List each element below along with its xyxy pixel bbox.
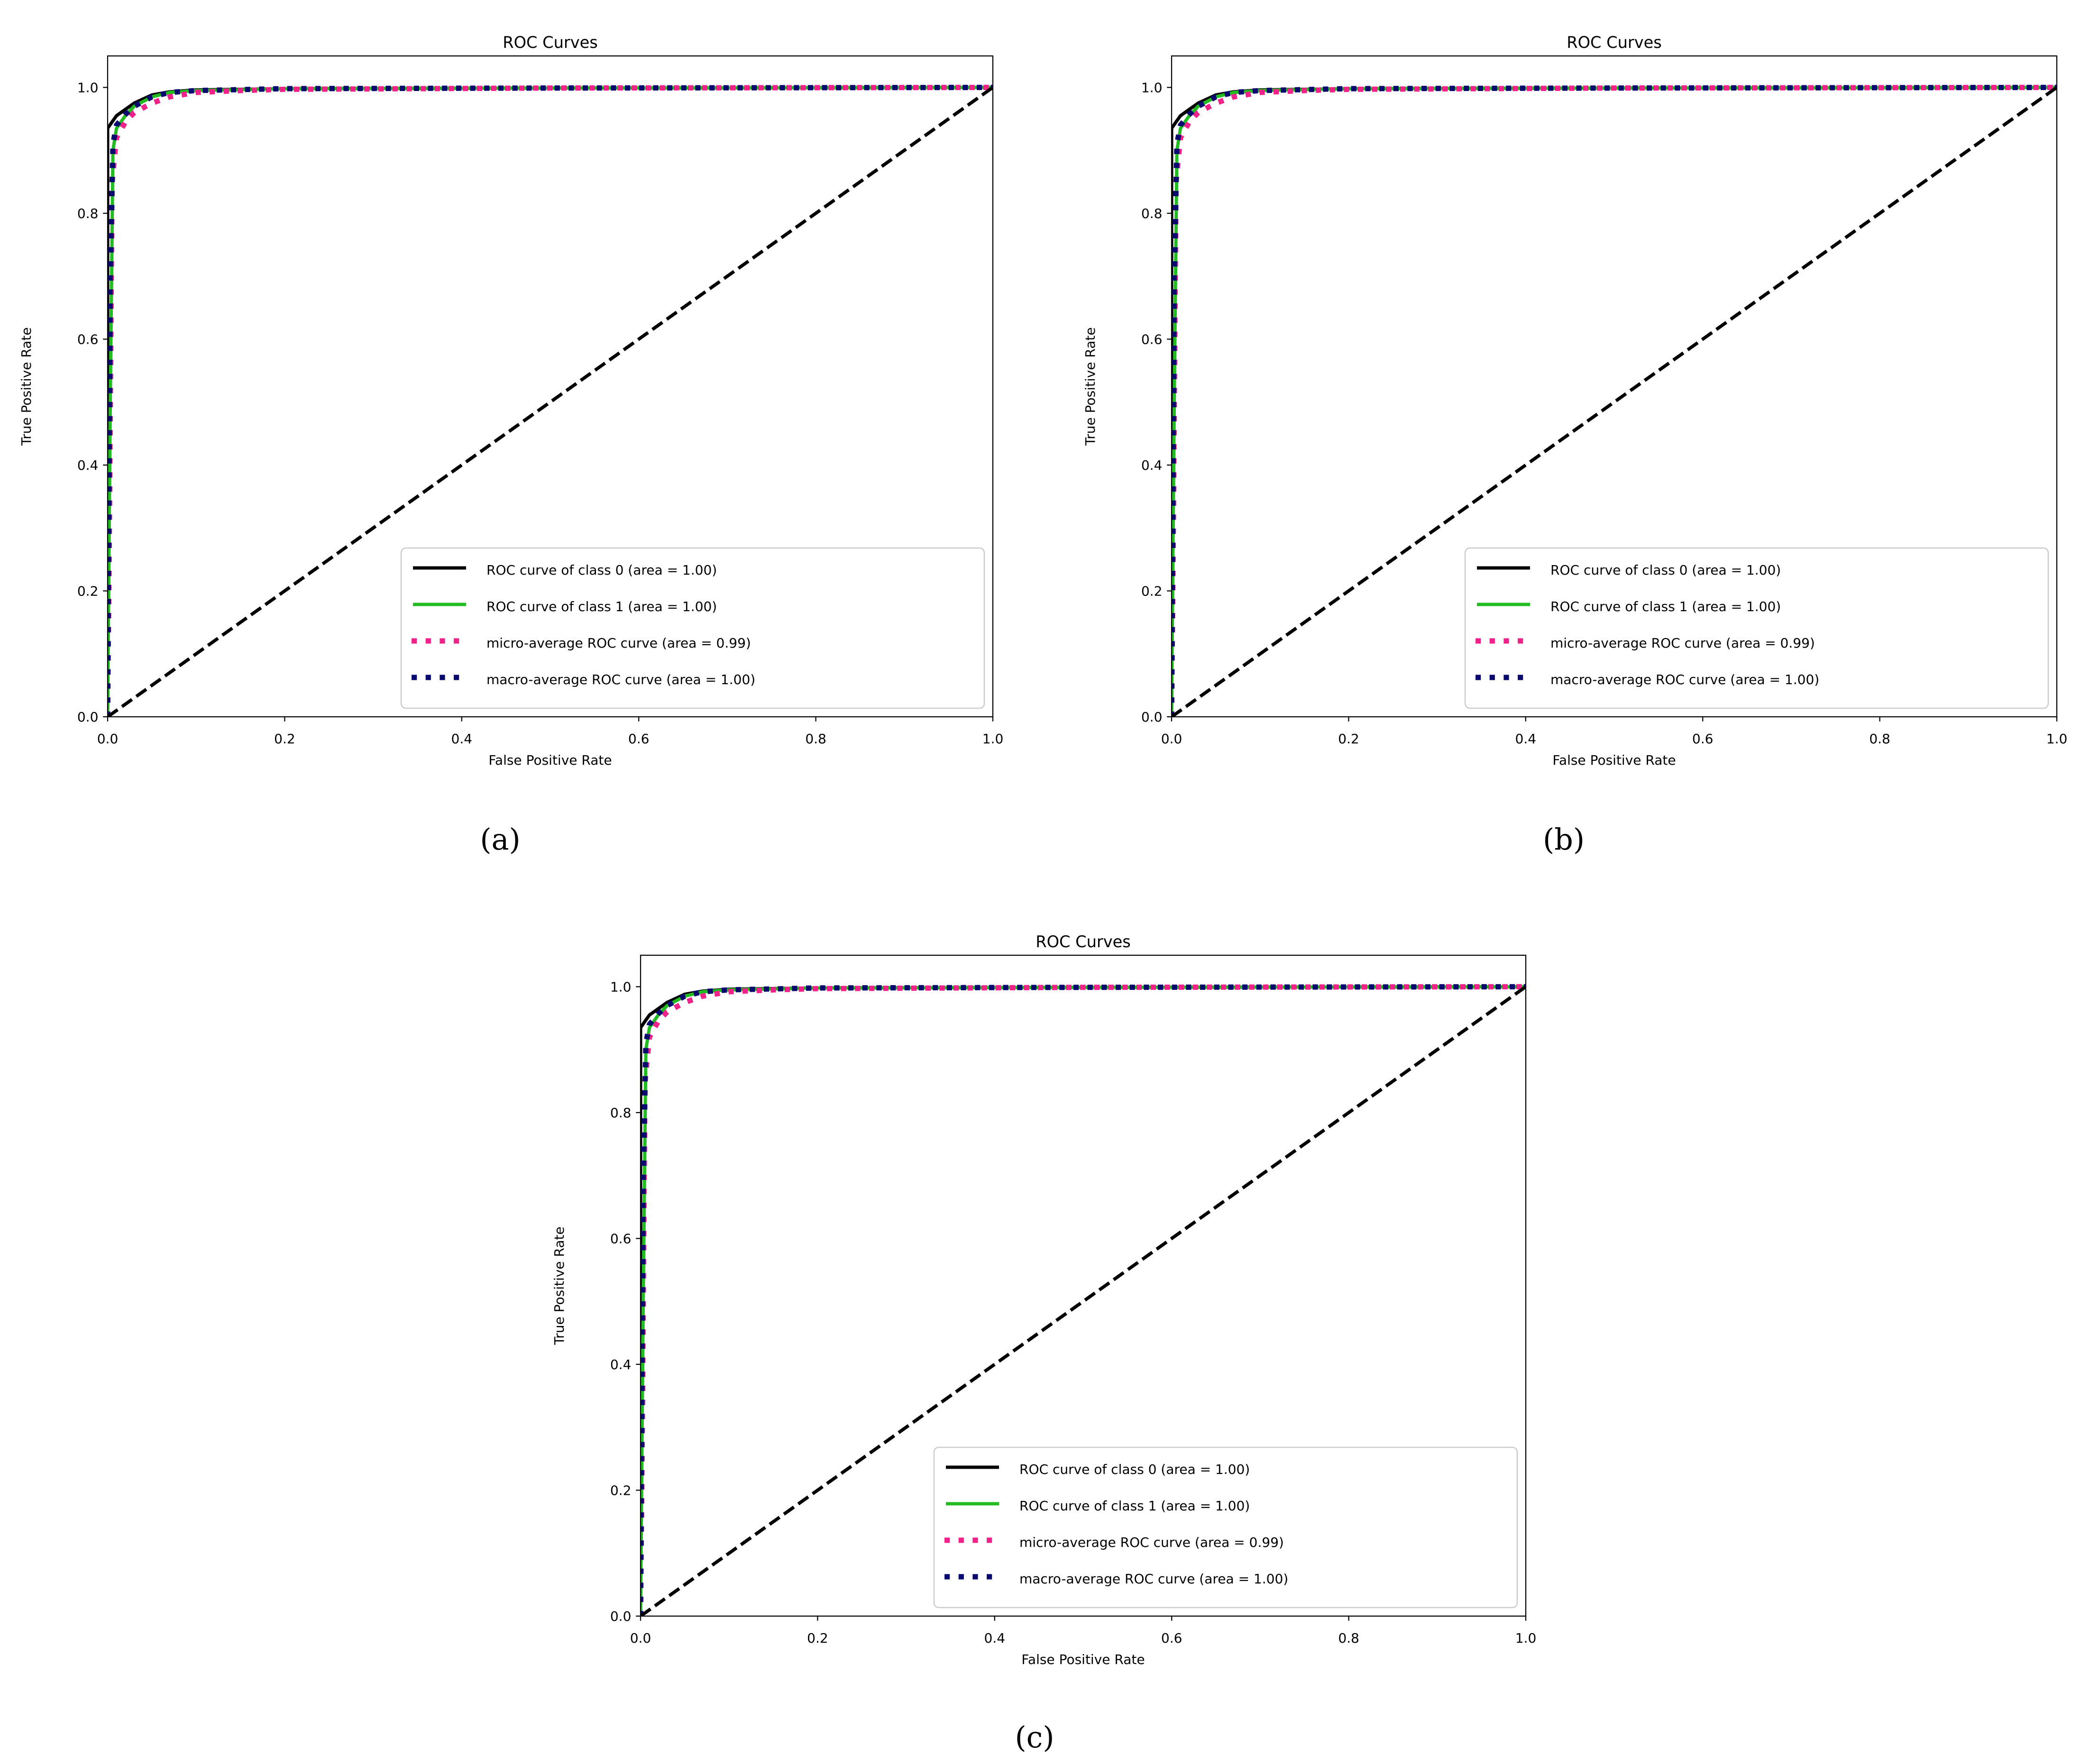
x-tick-label: 0.4	[1515, 731, 1537, 747]
axes-frame	[107, 55, 994, 718]
x-tick-label: 0.4	[984, 1630, 1006, 1646]
x-tick-label: 1.0	[2046, 731, 2068, 747]
y-axis-label: True Positive Rate	[551, 1226, 567, 1345]
panel-a-caption: (a)	[480, 822, 520, 857]
x-tick-label: 0.8	[805, 731, 826, 747]
legend-label: ROC curve of class 1 (area = 1.00)	[1019, 1498, 1250, 1514]
x-tick-label: 0.0	[97, 731, 119, 747]
x-tick-label: 0.2	[807, 1630, 828, 1646]
y-axis-label: True Positive Rate	[1082, 327, 1098, 446]
y-tick-label: 0.0	[77, 709, 99, 725]
y-tick-label: 0.6	[610, 1231, 632, 1247]
chart-title: ROC Curves	[503, 33, 597, 52]
y-tick-label: 0.6	[77, 332, 99, 347]
panel-c: 0.0 0.2 0.4 0.6 0.8 1.0 0.0 0.2 0.4 0.6 0.8 1.0 ROC …	[551, 932, 1536, 1667]
legend-label: micro-average ROC curve (area = 0.99)	[1550, 635, 1815, 651]
y-tick-label: 1.0	[77, 80, 99, 95]
legend-box	[400, 547, 985, 709]
chart-title: ROC Curves	[1036, 932, 1130, 951]
y-tick-label: 0.8	[610, 1105, 632, 1121]
y-tick-label: 0.4	[610, 1357, 632, 1372]
x-tick-label: 0.6	[1692, 731, 1714, 747]
legend-label: macro-average ROC curve (area = 1.00)	[486, 672, 755, 687]
y-tick-label: 0.2	[610, 1483, 632, 1499]
legend-label: ROC curve of class 1 (area = 1.00)	[486, 599, 717, 614]
x-tick-label: 0.8	[1869, 731, 1890, 747]
legend-label: ROC curve of class 0 (area = 1.00)	[486, 562, 717, 578]
series-group	[641, 984, 1526, 1616]
series-group	[1172, 84, 2057, 717]
chance-diagonal-line	[108, 86, 993, 717]
y-axis-label: True Positive Rate	[18, 327, 34, 446]
y-tick-label: 1.0	[1141, 80, 1163, 95]
x-tick-label: 1.0	[1515, 1630, 1537, 1646]
y-tick-label: 0.2	[77, 584, 99, 599]
legend-box	[933, 1446, 1518, 1609]
y-tick-label: 1.0	[610, 979, 632, 995]
panel-a: 0.0 0.2 0.4 0.6 0.8 1.0 0.0 0.2 0.4 0.6 0.8 1.0 ROC …	[18, 33, 1003, 768]
x-axis-label: False Positive Rate	[1021, 1652, 1145, 1667]
chance-diagonal-line	[1172, 86, 2057, 717]
series-line-3	[641, 984, 1526, 1616]
legend-label: micro-average ROC curve (area = 0.99)	[486, 635, 751, 651]
x-tick-label: 0.2	[1338, 731, 1359, 747]
legend-box	[1464, 547, 2049, 709]
series-line-3	[108, 84, 993, 717]
legend-label: macro-average ROC curve (area = 1.00)	[1550, 672, 1819, 687]
axes-frame	[1171, 55, 2058, 718]
x-tick-label: 0.0	[1161, 731, 1182, 747]
y-tick-label: 0.4	[77, 457, 99, 473]
y-tick-label: 0.8	[77, 206, 99, 221]
series-line-3	[1172, 84, 2057, 717]
legend-label: macro-average ROC curve (area = 1.00)	[1019, 1571, 1288, 1587]
x-axis-label: False Positive Rate	[488, 752, 612, 768]
y-tick-label: 0.0	[610, 1609, 632, 1624]
legend-label: ROC curve of class 0 (area = 1.00)	[1550, 562, 1781, 578]
legend-label: ROC curve of class 0 (area = 1.00)	[1019, 1462, 1250, 1477]
y-tick-label: 0.6	[1141, 332, 1163, 347]
legend-label: micro-average ROC curve (area = 0.99)	[1019, 1535, 1284, 1550]
y-tick-label: 0.2	[1141, 584, 1163, 599]
panel-b-caption: (b)	[1543, 822, 1585, 857]
x-tick-label: 0.2	[274, 731, 295, 747]
x-tick-label: 0.8	[1338, 1630, 1359, 1646]
x-tick-label: 1.0	[982, 731, 1004, 747]
panel-b: 0.0 0.2 0.4 0.6 0.8 1.0 0.0 0.2 0.4 0.6 0.8 1.0 ROC …	[1082, 33, 2067, 768]
x-axis-label: False Positive Rate	[1552, 752, 1676, 768]
series-group	[108, 84, 993, 717]
x-tick-label: 0.4	[451, 731, 473, 747]
x-tick-label: 0.6	[628, 731, 650, 747]
panel-c-caption: (c)	[1015, 1720, 1054, 1755]
y-tick-label: 0.0	[1141, 709, 1163, 725]
chance-diagonal-line	[641, 985, 1526, 1616]
y-tick-label: 0.4	[1141, 457, 1163, 473]
y-tick-label: 0.8	[1141, 206, 1163, 221]
x-tick-label: 0.0	[630, 1630, 651, 1646]
chart-title: ROC Curves	[1567, 33, 1661, 52]
legend-label: ROC curve of class 1 (area = 1.00)	[1550, 599, 1781, 614]
x-tick-label: 0.6	[1161, 1630, 1182, 1646]
axes-frame	[640, 954, 1527, 1617]
